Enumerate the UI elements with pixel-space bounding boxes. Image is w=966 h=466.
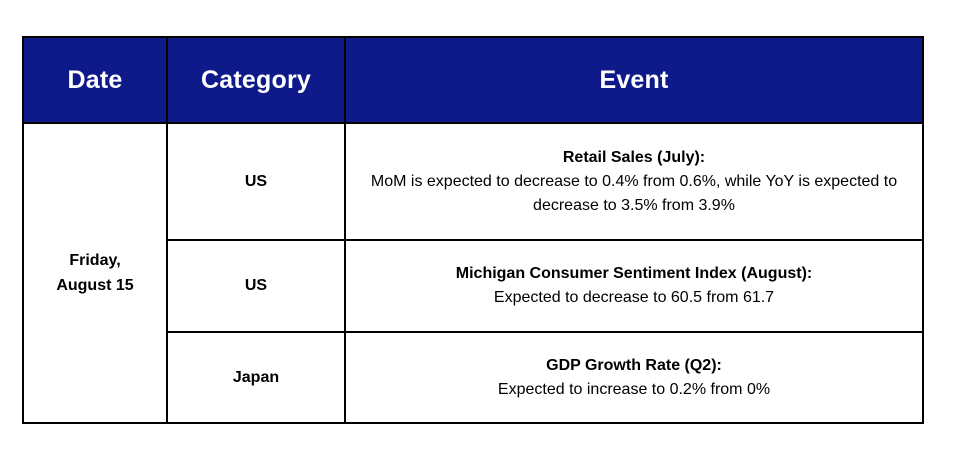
table-header: Date Category Event (22, 36, 924, 124)
header-date: Date (22, 36, 168, 124)
header-row: Date Category Event (22, 36, 924, 124)
event-description: Expected to increase to 0.2% from 0% (497, 380, 771, 398)
event-title: Retail Sales (July): (562, 148, 706, 166)
event-cell: GDP Growth Rate (Q2): Expected to increa… (344, 331, 924, 424)
event-title: Michigan Consumer Sentiment Index (Augus… (455, 265, 813, 282)
table-row: Friday, August 15 US Retail Sales (July)… (22, 122, 924, 424)
date-cell: Friday, August 15 (22, 122, 168, 424)
table-body: Friday, August 15 US Retail Sales (July)… (22, 122, 924, 424)
event-description: Expected to decrease to 60.5 from 61.7 (493, 289, 775, 306)
header-event: Event (344, 36, 924, 124)
table-row: US Michigan Consumer Sentiment Index (Au… (23, 239, 924, 333)
category-cell: Japan (166, 331, 346, 424)
category-cell: US (166, 122, 346, 241)
event-cell: Retail Sales (July): MoM is expected to … (344, 122, 924, 241)
event-title: GDP Growth Rate (Q2): (546, 356, 722, 374)
header-category: Category (166, 36, 346, 124)
economic-calendar-table: Date Category Event Friday, August 15 US… (22, 36, 924, 424)
date-day: August 15 (56, 277, 134, 294)
event-cell: Michigan Consumer Sentiment Index (Augus… (344, 239, 924, 333)
date-weekday: Friday, (69, 252, 121, 269)
category-cell: US (166, 239, 346, 333)
table-row: Japan GDP Growth Rate (Q2): Expected to … (23, 331, 924, 424)
event-description: MoM is expected to decrease to 0.4% from… (370, 172, 898, 214)
